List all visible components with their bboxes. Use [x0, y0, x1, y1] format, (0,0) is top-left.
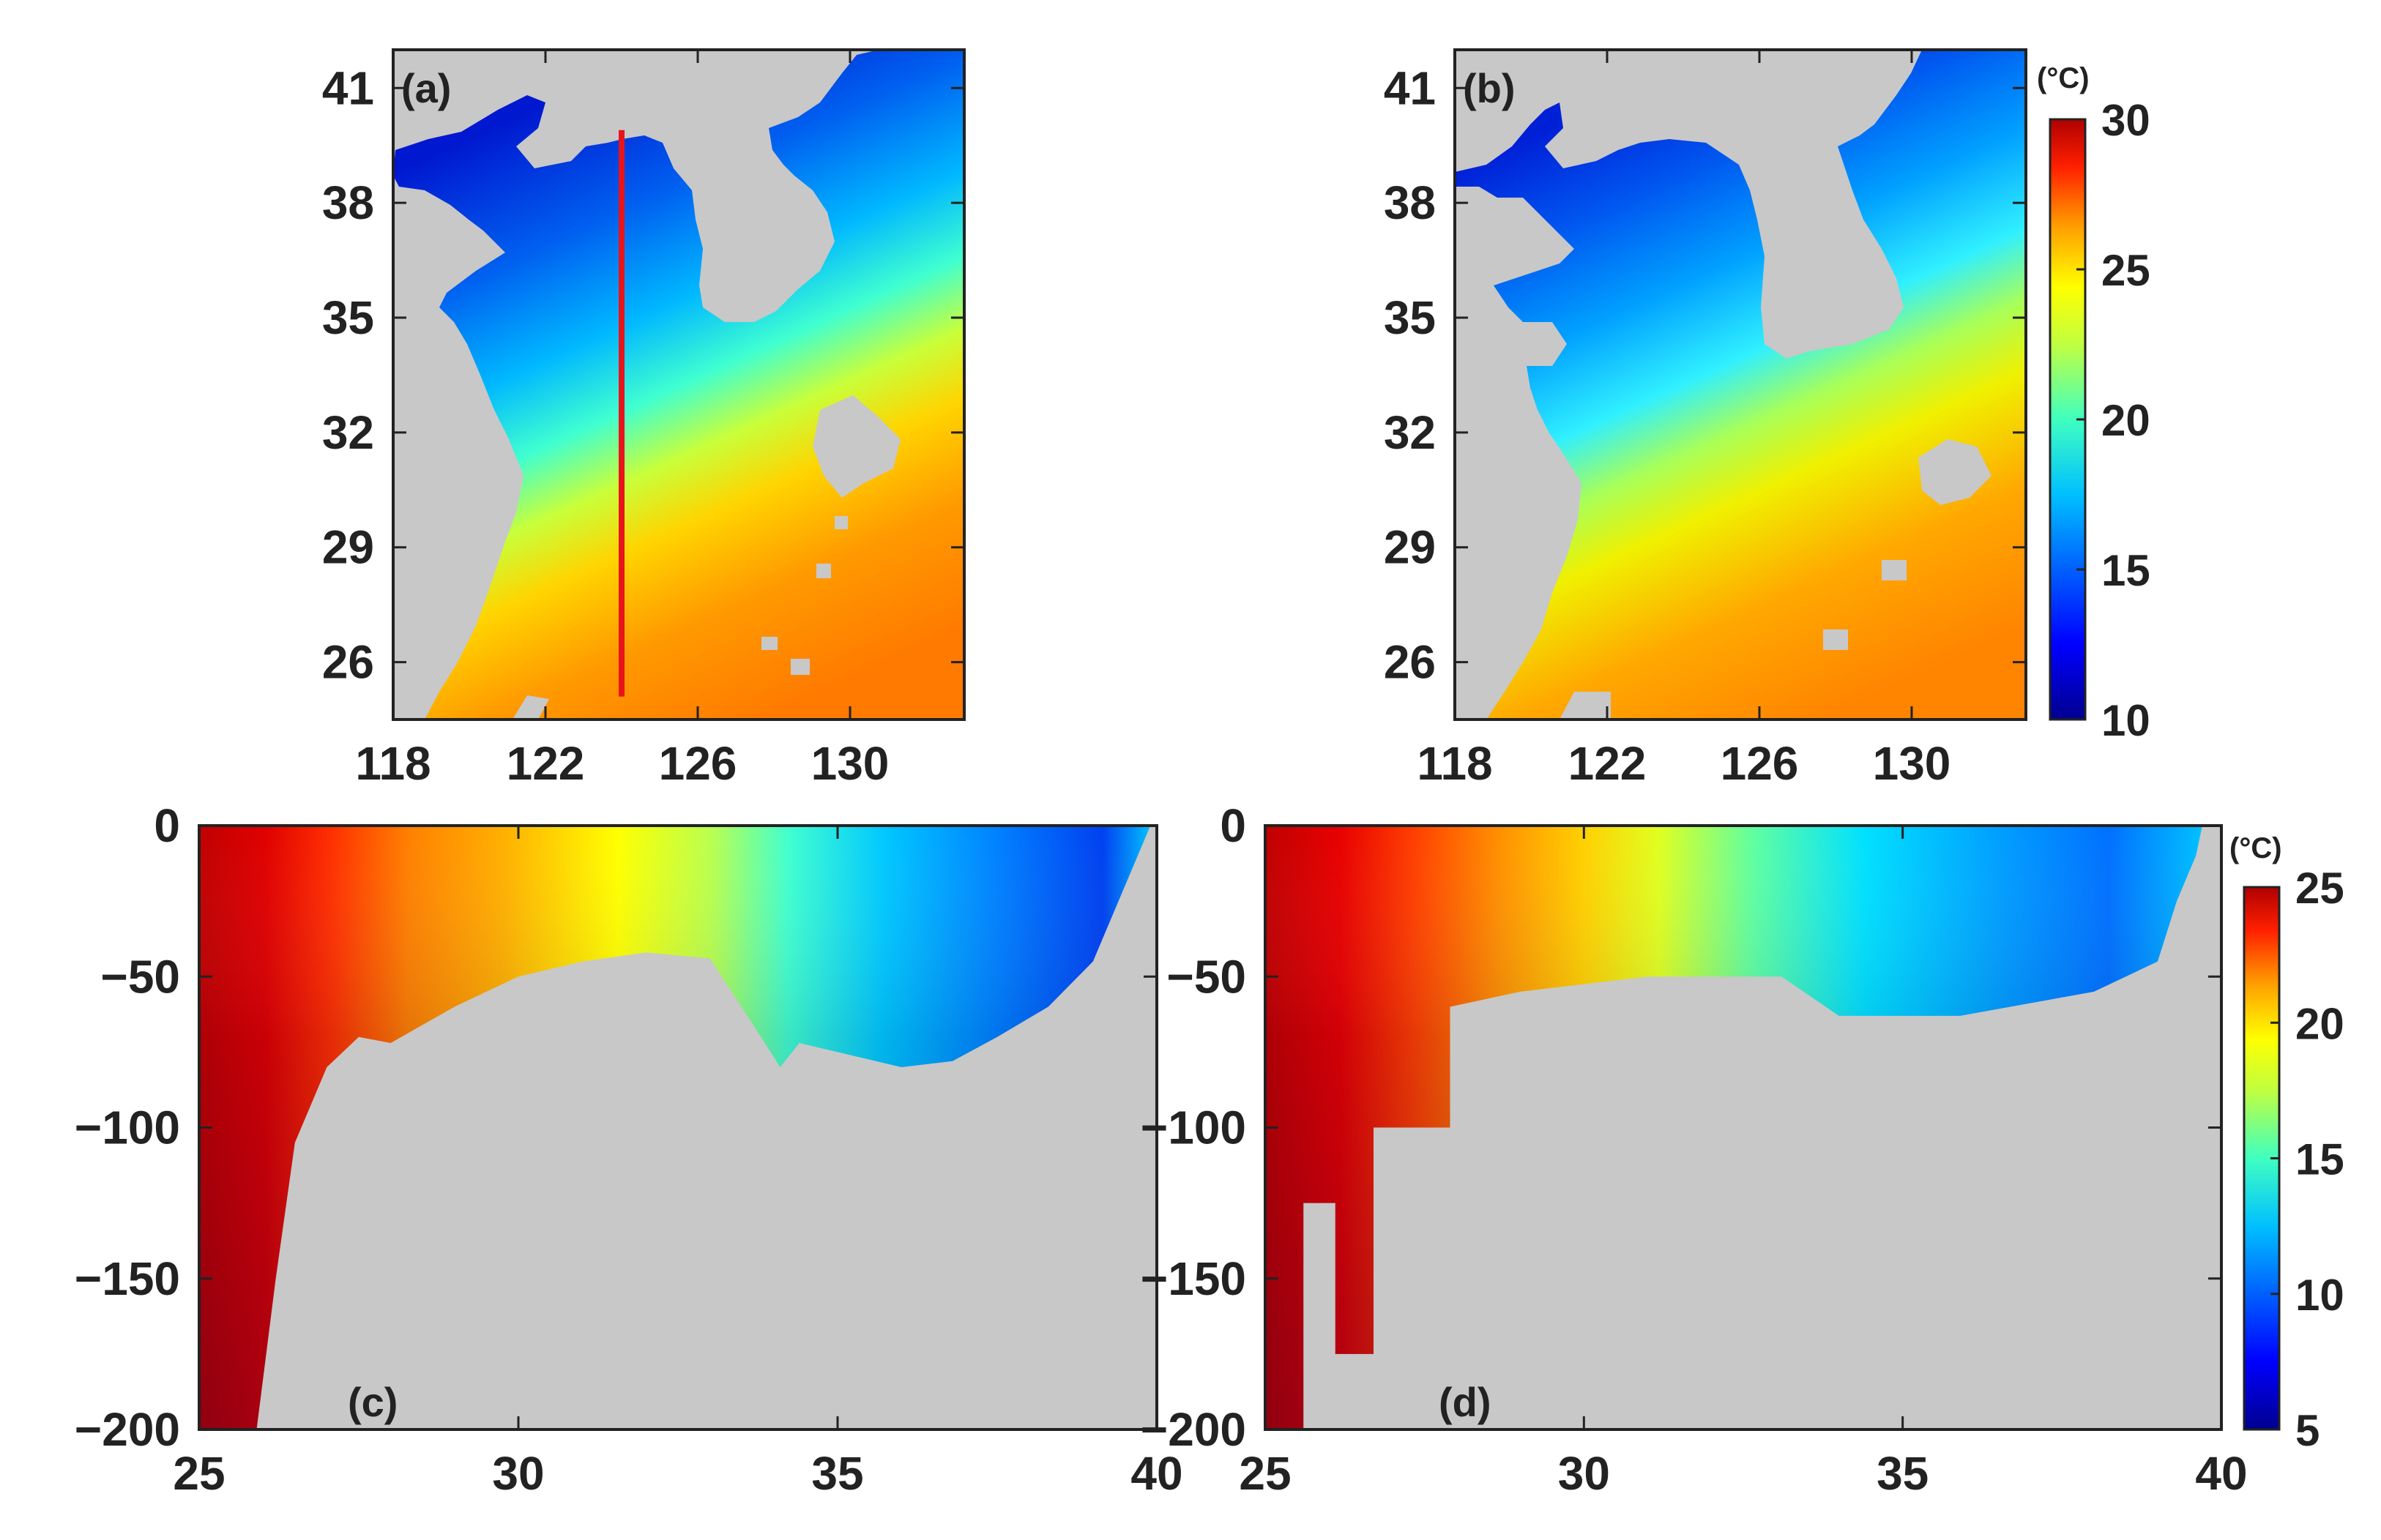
panel-b-frame: [1453, 48, 2027, 721]
panel-a-xtick-label: 118: [355, 737, 431, 790]
panel-a-land-pixel: [816, 564, 831, 578]
panel-a-ytick-label: 35: [322, 291, 374, 344]
panel-a-frame: [392, 48, 966, 721]
colorbar-d-unit: (°C): [2229, 832, 2282, 864]
panel-a-sea-surface-field: [393, 50, 964, 719]
panel-d-ytick-label: −200: [1141, 1403, 1246, 1456]
panel-b-ytick-label: 26: [1384, 636, 1436, 689]
panel-b-sea-surface-field: [1455, 50, 2026, 719]
panel-a-label: (a): [401, 65, 451, 111]
colorbar-b-tick-label: 30: [2101, 96, 2150, 145]
panel-b-ytick-label: 35: [1384, 291, 1436, 344]
colorbar-d-tick-label: 25: [2295, 864, 2344, 913]
colorbar-b-ticks: 10 15 20 25 30: [2076, 96, 2150, 745]
panel-c-ytick-label: 0: [154, 799, 180, 852]
panel-a-xtick-label: 126: [659, 737, 737, 790]
panel-d-depth-shading: [1265, 826, 2202, 1429]
panel-b-land-corner: [1560, 692, 1611, 719]
colorbar-b-tick-label: 10: [2101, 696, 2150, 745]
panel-c-depth-shading: [199, 826, 1151, 1429]
colorbar-d-tick-label: 10: [2295, 1271, 2344, 1320]
panel-a-land-pixel: [791, 659, 810, 675]
panel-b-land-pixel: [1882, 560, 1907, 580]
panel-c-ytick-label: −50: [100, 950, 180, 1003]
panel-d-ytick-label: 0: [1220, 799, 1246, 852]
panel-c-ticks: 25 30 35 40 0 −50 −100 −150 −200: [75, 799, 1183, 1500]
panel-b-land-island: [1918, 439, 1991, 505]
panel-b-ytick-label: 29: [1384, 521, 1436, 574]
panel-c-label: (c): [348, 1379, 398, 1425]
panel-d-xtick-label: 30: [1558, 1447, 1610, 1500]
panel-d-ytick-label: −100: [1141, 1102, 1246, 1154]
panel-b-xtick-label: 126: [1721, 737, 1799, 790]
panel-b-label: (b): [1463, 65, 1516, 111]
panel-d: [1265, 826, 2221, 1429]
colorbar-d-tick-label: 20: [2295, 999, 2344, 1048]
panel-c-ytick-label: −100: [75, 1102, 180, 1154]
panel-c-ytick-label: −150: [75, 1252, 180, 1305]
colorbar-d-tick-label: 15: [2295, 1135, 2344, 1184]
panel-c-ytick-label: −200: [75, 1403, 180, 1456]
panel-a-land-pixel: [835, 516, 848, 529]
colorbar-d-tick-label: 5: [2295, 1406, 2319, 1455]
colorbar-b-tick-label: 15: [2101, 546, 2150, 595]
panel-b-ticks: 118 122 126 130 26 29 32 35 38 41: [1384, 50, 2026, 790]
panel-c-xtick-label: 30: [492, 1447, 544, 1500]
panel-a-ytick-label: 26: [322, 636, 374, 689]
panel-b-xtick-label: 122: [1568, 737, 1647, 790]
panel-a-ytick-label: 38: [322, 176, 374, 229]
panel-d-xtick-label: 40: [2195, 1447, 2247, 1500]
panel-b: [1455, 50, 2026, 719]
colorbar-b-tick-label: 20: [2101, 396, 2150, 445]
panel-b-ytick-label: 41: [1384, 61, 1436, 114]
panel-a-land-corner: [513, 695, 549, 719]
panel-d-ytick-label: −50: [1166, 950, 1246, 1003]
panel-b-xtick-label: 130: [1873, 737, 1951, 790]
colorbar-b-tick-label: 25: [2101, 246, 2150, 295]
panel-b-ytick-label: 38: [1384, 176, 1436, 229]
panel-c-xtick-label: 40: [1130, 1447, 1182, 1500]
panel-c-xtick-label: 35: [811, 1447, 863, 1500]
panel-a: [393, 50, 964, 719]
colorbar-b-unit: (°C): [2037, 62, 2090, 94]
panel-c-xtick-label: 25: [173, 1447, 225, 1500]
panel-b-xtick-label: 118: [1417, 737, 1492, 790]
panel-c: [199, 826, 1157, 1429]
panel-b-ytick-label: 32: [1384, 406, 1436, 459]
panel-a-land-corner: [393, 706, 425, 719]
panel-a-land-island: [813, 395, 901, 498]
panel-a-xtick-label: 130: [811, 737, 890, 790]
panel-a-xtick-label: 122: [507, 737, 585, 790]
panel-d-xtick-label: 35: [1877, 1447, 1929, 1500]
panel-d-label: (d): [1439, 1379, 1491, 1425]
colorbar-d-ticks: 5 10 15 20 25: [2270, 864, 2344, 1455]
panel-d-ticks: 25 30 35 40 0 −50 −100 −150 −200: [1141, 799, 2248, 1500]
panel-a-ytick-label: 32: [322, 406, 374, 459]
panel-d-xtick-label: 25: [1239, 1447, 1291, 1500]
panel-a-ticks: 118 122 126 130 26 29 32 35 38 41: [322, 50, 964, 790]
panel-d-ytick-label: −150: [1141, 1252, 1246, 1305]
panel-a-land-pixel: [761, 637, 778, 650]
panel-a-ytick-label: 29: [322, 521, 374, 574]
panel-a-ytick-label: 41: [322, 61, 374, 114]
panel-b-land-pixel: [1823, 629, 1848, 650]
